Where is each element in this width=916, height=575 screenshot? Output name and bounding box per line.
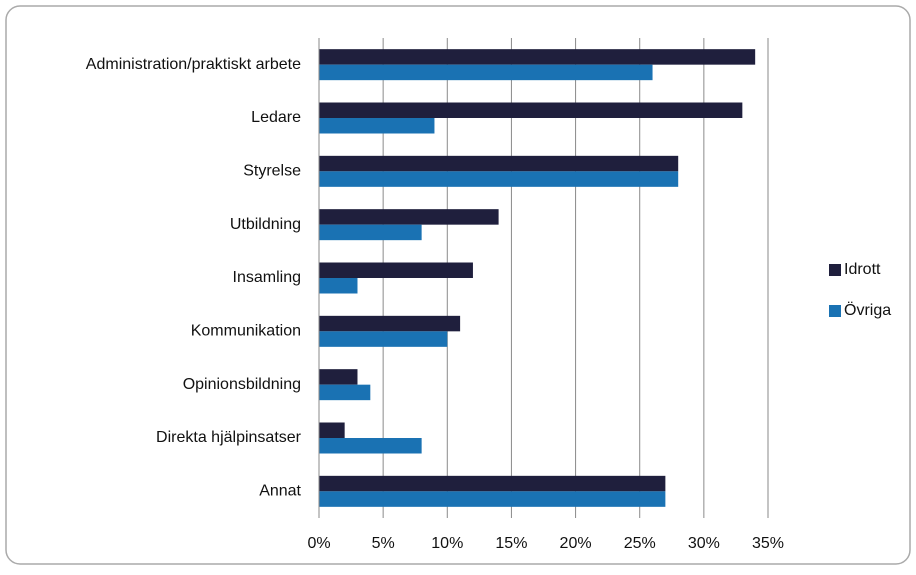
bar	[319, 422, 345, 438]
y-tick-label: Insamling	[233, 269, 301, 286]
bar	[319, 369, 358, 385]
y-tick-label: Ledare	[251, 109, 301, 126]
bar	[319, 224, 422, 241]
x-tick-label: 35%	[752, 535, 784, 552]
bar	[319, 384, 371, 401]
bar	[319, 475, 666, 492]
bar	[319, 315, 461, 332]
bar	[319, 155, 679, 172]
y-tick-label: Kommunikation	[191, 323, 301, 340]
bar	[319, 64, 653, 81]
bar	[319, 262, 473, 278]
bar	[319, 118, 435, 134]
y-tick-label: Administration/praktiskt arbete	[86, 56, 301, 73]
x-tick-label: 10%	[431, 535, 463, 552]
legend-label: Idrott	[844, 261, 881, 278]
bar	[319, 209, 499, 225]
x-tick-label: 25%	[624, 535, 656, 552]
bar	[319, 438, 422, 454]
x-tick-label: 20%	[560, 535, 592, 552]
x-tick-label: 5%	[372, 535, 395, 552]
y-tick-label: Direkta hjälpinsatser	[156, 429, 302, 446]
x-tick-label: 15%	[495, 535, 527, 552]
y-tick-label: Styrelse	[243, 163, 301, 180]
legend-label: Övriga	[844, 301, 891, 319]
x-tick-label: 0%	[307, 535, 330, 552]
bar	[319, 49, 756, 65]
legend-swatch	[829, 305, 841, 317]
bar	[319, 102, 743, 118]
bar	[319, 278, 358, 294]
y-tick-label: Opinionsbildning	[183, 376, 301, 393]
legend-swatch	[829, 264, 841, 276]
bar	[319, 331, 448, 347]
y-tick-label: Annat	[259, 483, 301, 500]
y-tick-label: Utbildning	[230, 216, 301, 233]
chart-frame	[5, 5, 911, 565]
bar	[319, 171, 679, 187]
bar	[319, 491, 666, 507]
x-tick-label: 30%	[688, 535, 720, 552]
